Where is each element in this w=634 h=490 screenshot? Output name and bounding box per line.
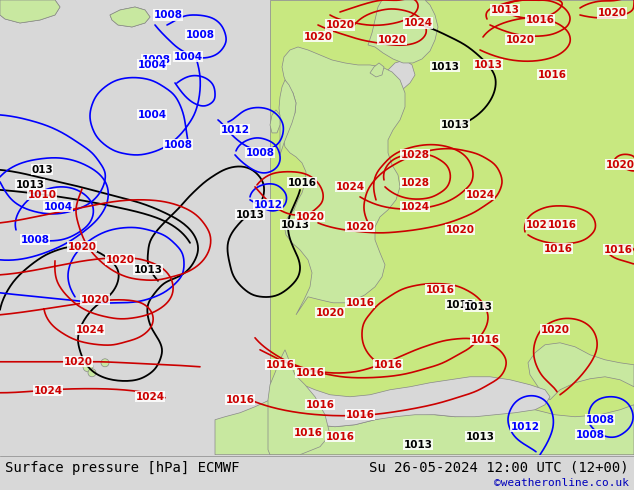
Text: 1004: 1004	[44, 202, 72, 212]
Polygon shape	[0, 0, 60, 23]
Text: 1016: 1016	[346, 298, 375, 308]
Text: 1013: 1013	[403, 440, 432, 450]
Text: 1013: 1013	[430, 62, 460, 72]
Text: 1020: 1020	[597, 8, 626, 18]
Text: 1016: 1016	[604, 245, 633, 255]
Text: 1012: 1012	[221, 125, 250, 135]
Text: 1016: 1016	[526, 15, 555, 25]
Text: 1016: 1016	[373, 360, 403, 370]
Text: 1004: 1004	[138, 60, 167, 70]
Polygon shape	[270, 0, 634, 455]
Circle shape	[88, 369, 96, 377]
Text: 1012: 1012	[510, 422, 540, 432]
Text: 1013: 1013	[235, 210, 264, 220]
Text: 1020: 1020	[505, 35, 534, 45]
Text: 1016: 1016	[325, 432, 354, 441]
Circle shape	[101, 359, 109, 367]
Text: 1020: 1020	[541, 325, 569, 335]
Text: 1008: 1008	[141, 55, 171, 65]
Text: 1016: 1016	[266, 360, 295, 370]
Text: 1016: 1016	[306, 400, 335, 410]
Text: 1016: 1016	[538, 70, 567, 80]
Text: 1024: 1024	[136, 392, 165, 402]
Text: 013: 013	[31, 165, 53, 175]
Polygon shape	[528, 343, 634, 400]
Text: 1020: 1020	[526, 220, 555, 230]
Polygon shape	[268, 350, 330, 455]
Text: 1020: 1020	[377, 35, 406, 45]
Text: 1008: 1008	[20, 235, 49, 245]
Text: 1024: 1024	[34, 386, 63, 396]
Text: 1020: 1020	[446, 225, 474, 235]
Text: 1004: 1004	[174, 52, 202, 62]
Text: 1013: 1013	[15, 180, 44, 190]
Text: 1016: 1016	[226, 395, 254, 405]
Text: 1024: 1024	[403, 18, 432, 28]
Text: 1020: 1020	[67, 242, 96, 252]
Text: 1024: 1024	[465, 190, 495, 200]
Text: 1008: 1008	[576, 430, 604, 440]
Text: 1024: 1024	[75, 325, 105, 335]
Text: 1013: 1013	[446, 300, 474, 310]
Polygon shape	[215, 393, 634, 455]
Text: 1013: 1013	[463, 302, 493, 312]
Text: 1020: 1020	[81, 295, 110, 305]
Text: 1028: 1028	[401, 178, 429, 188]
Polygon shape	[385, 60, 415, 97]
Text: Surface pressure [hPa] ECMWF: Surface pressure [hPa] ECMWF	[5, 461, 240, 475]
Text: 1020: 1020	[346, 222, 375, 232]
Text: 1024: 1024	[335, 182, 365, 192]
Text: 1008: 1008	[186, 30, 214, 40]
Text: 1016: 1016	[548, 220, 576, 230]
Text: 1024: 1024	[401, 202, 430, 212]
Text: 1008: 1008	[586, 415, 614, 425]
Text: 1016: 1016	[470, 335, 500, 345]
Text: 1004: 1004	[138, 110, 167, 120]
Text: 1016: 1016	[543, 244, 573, 254]
Text: 1013: 1013	[134, 265, 162, 275]
Text: 1008: 1008	[164, 140, 193, 150]
Text: 1010: 1010	[27, 190, 56, 200]
Text: Su 26-05-2024 12:00 UTC (12+00): Su 26-05-2024 12:00 UTC (12+00)	[370, 461, 629, 475]
Text: 1008: 1008	[153, 10, 183, 20]
Polygon shape	[279, 80, 296, 155]
Text: 1020: 1020	[304, 32, 332, 42]
Text: 1016: 1016	[287, 178, 316, 188]
Text: 1020: 1020	[63, 357, 93, 367]
Text: 1016: 1016	[295, 368, 325, 378]
Polygon shape	[368, 0, 438, 63]
Text: 1028: 1028	[401, 150, 429, 160]
Polygon shape	[110, 7, 150, 27]
Text: 1013: 1013	[465, 432, 495, 441]
Text: 1013: 1013	[491, 5, 519, 15]
Text: 1008: 1008	[245, 148, 275, 158]
Text: 1013: 1013	[280, 220, 309, 230]
Polygon shape	[282, 47, 405, 315]
Text: 1016: 1016	[425, 285, 455, 295]
Text: 1020: 1020	[605, 160, 634, 170]
Polygon shape	[110, 7, 150, 27]
Text: 1012: 1012	[254, 200, 283, 210]
Text: 1016: 1016	[346, 410, 375, 420]
Circle shape	[83, 362, 93, 372]
Polygon shape	[305, 62, 372, 158]
Text: 1020: 1020	[295, 212, 325, 222]
Polygon shape	[270, 110, 280, 133]
Text: 1020: 1020	[316, 308, 344, 318]
Polygon shape	[370, 63, 384, 77]
Text: 1013: 1013	[441, 120, 470, 130]
Text: ©weatheronline.co.uk: ©weatheronline.co.uk	[494, 478, 629, 488]
Text: 1013: 1013	[474, 60, 503, 70]
Text: 1020: 1020	[325, 20, 354, 30]
Text: 1016: 1016	[294, 428, 323, 438]
Text: 1020: 1020	[105, 255, 134, 265]
Polygon shape	[0, 0, 60, 23]
Polygon shape	[280, 375, 550, 427]
